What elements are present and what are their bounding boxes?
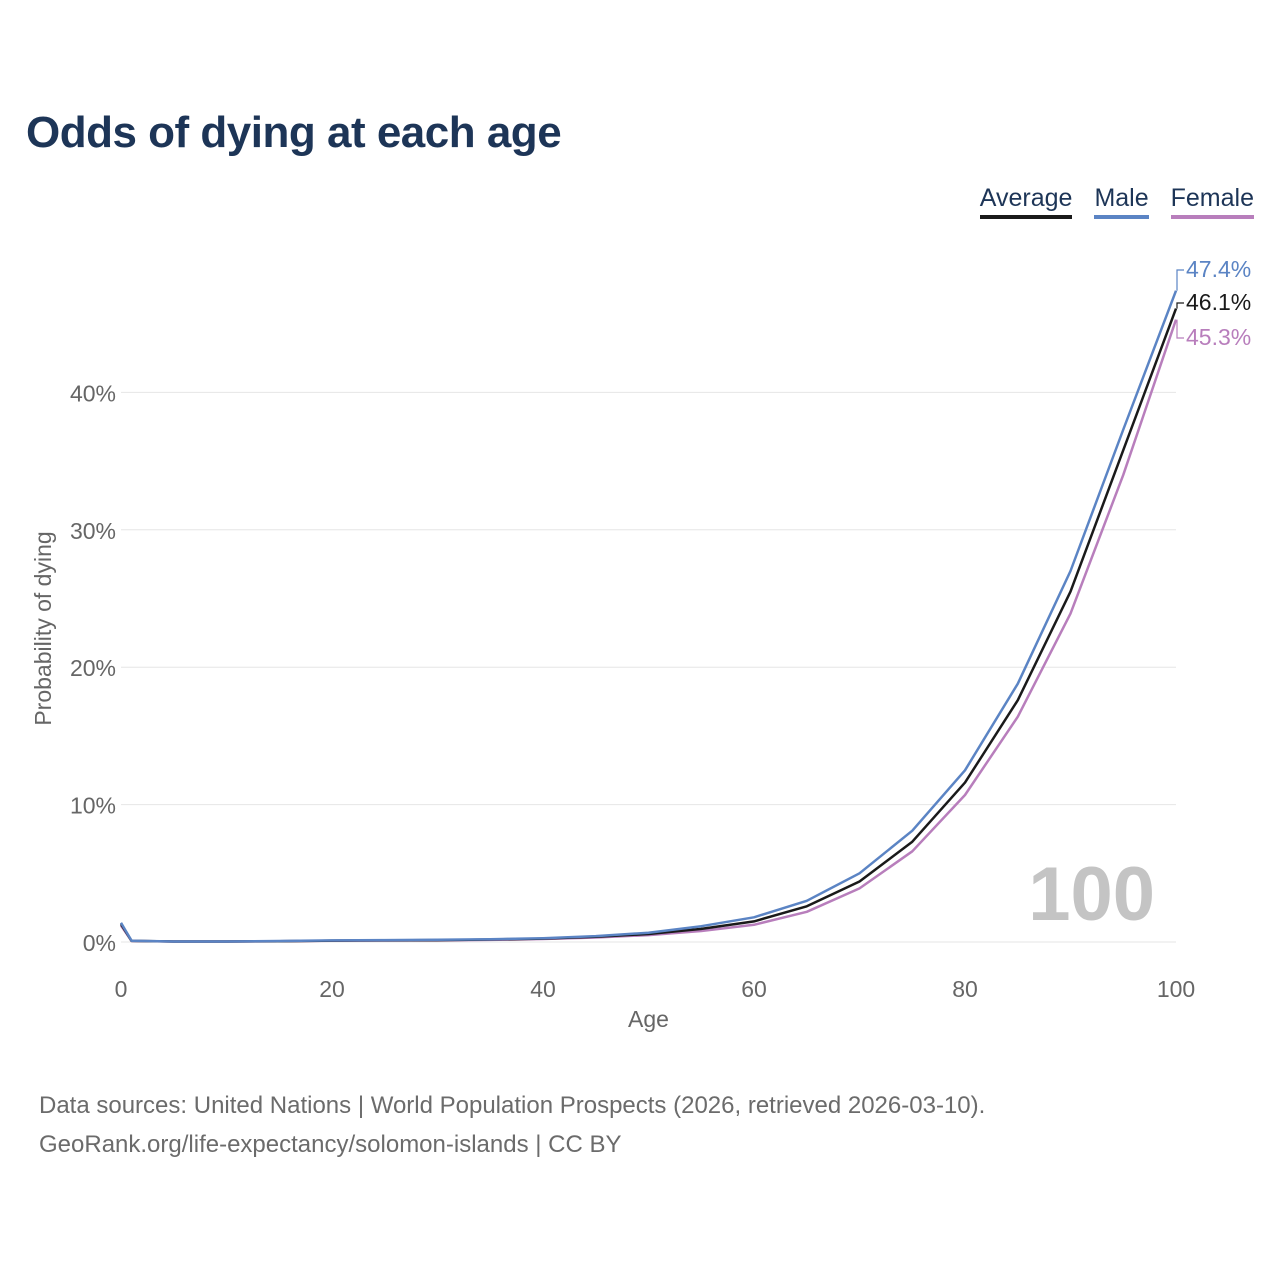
- series-line-average: [119, 308, 1178, 943]
- y-tick-label: 0%: [83, 930, 116, 956]
- chart-title: Odds of dying at each age: [26, 108, 562, 157]
- x-tick-label: 40: [530, 976, 556, 1002]
- legend-female[interactable]: Female: [1170, 184, 1254, 219]
- x-tick-label: 60: [741, 976, 767, 1002]
- end-label-connector-average: [1176, 302, 1184, 309]
- x-axis-label: Age: [628, 1006, 669, 1032]
- y-tick-label: 40%: [70, 380, 116, 406]
- x-tick-label: 80: [952, 976, 978, 1002]
- series-line-female: [119, 319, 1178, 943]
- legend-male[interactable]: Male: [1094, 184, 1149, 219]
- legend: Average Male Female: [979, 184, 1254, 219]
- legend-average[interactable]: Average: [979, 184, 1073, 219]
- source-link[interactable]: GeoRank.org/life-expectancy/solomon-isla…: [39, 1131, 622, 1158]
- x-tick-label: 0: [115, 976, 128, 1002]
- end-label-connector-male: [1176, 269, 1184, 291]
- y-tick-label: 30%: [70, 518, 116, 544]
- y-tick-label: 20%: [70, 655, 116, 681]
- end-label-male: 47.4%: [1186, 256, 1251, 282]
- end-label-connector-female: [1176, 319, 1184, 339]
- x-tick-label: 100: [1157, 976, 1195, 1002]
- x-tick-label: 20: [319, 976, 345, 1002]
- series-line-male: [119, 290, 1178, 943]
- y-tick-label: 10%: [70, 793, 116, 819]
- highlight-age-label: 100: [1028, 852, 1155, 937]
- y-axis-label: Probability of dying: [30, 531, 56, 725]
- end-label-female: 45.3%: [1186, 324, 1251, 350]
- end-label-average: 46.1%: [1186, 289, 1251, 315]
- footer: Data sources: United Nations | World Pop…: [39, 1086, 985, 1164]
- data-sources-text: Data sources: United Nations | World Pop…: [39, 1092, 986, 1119]
